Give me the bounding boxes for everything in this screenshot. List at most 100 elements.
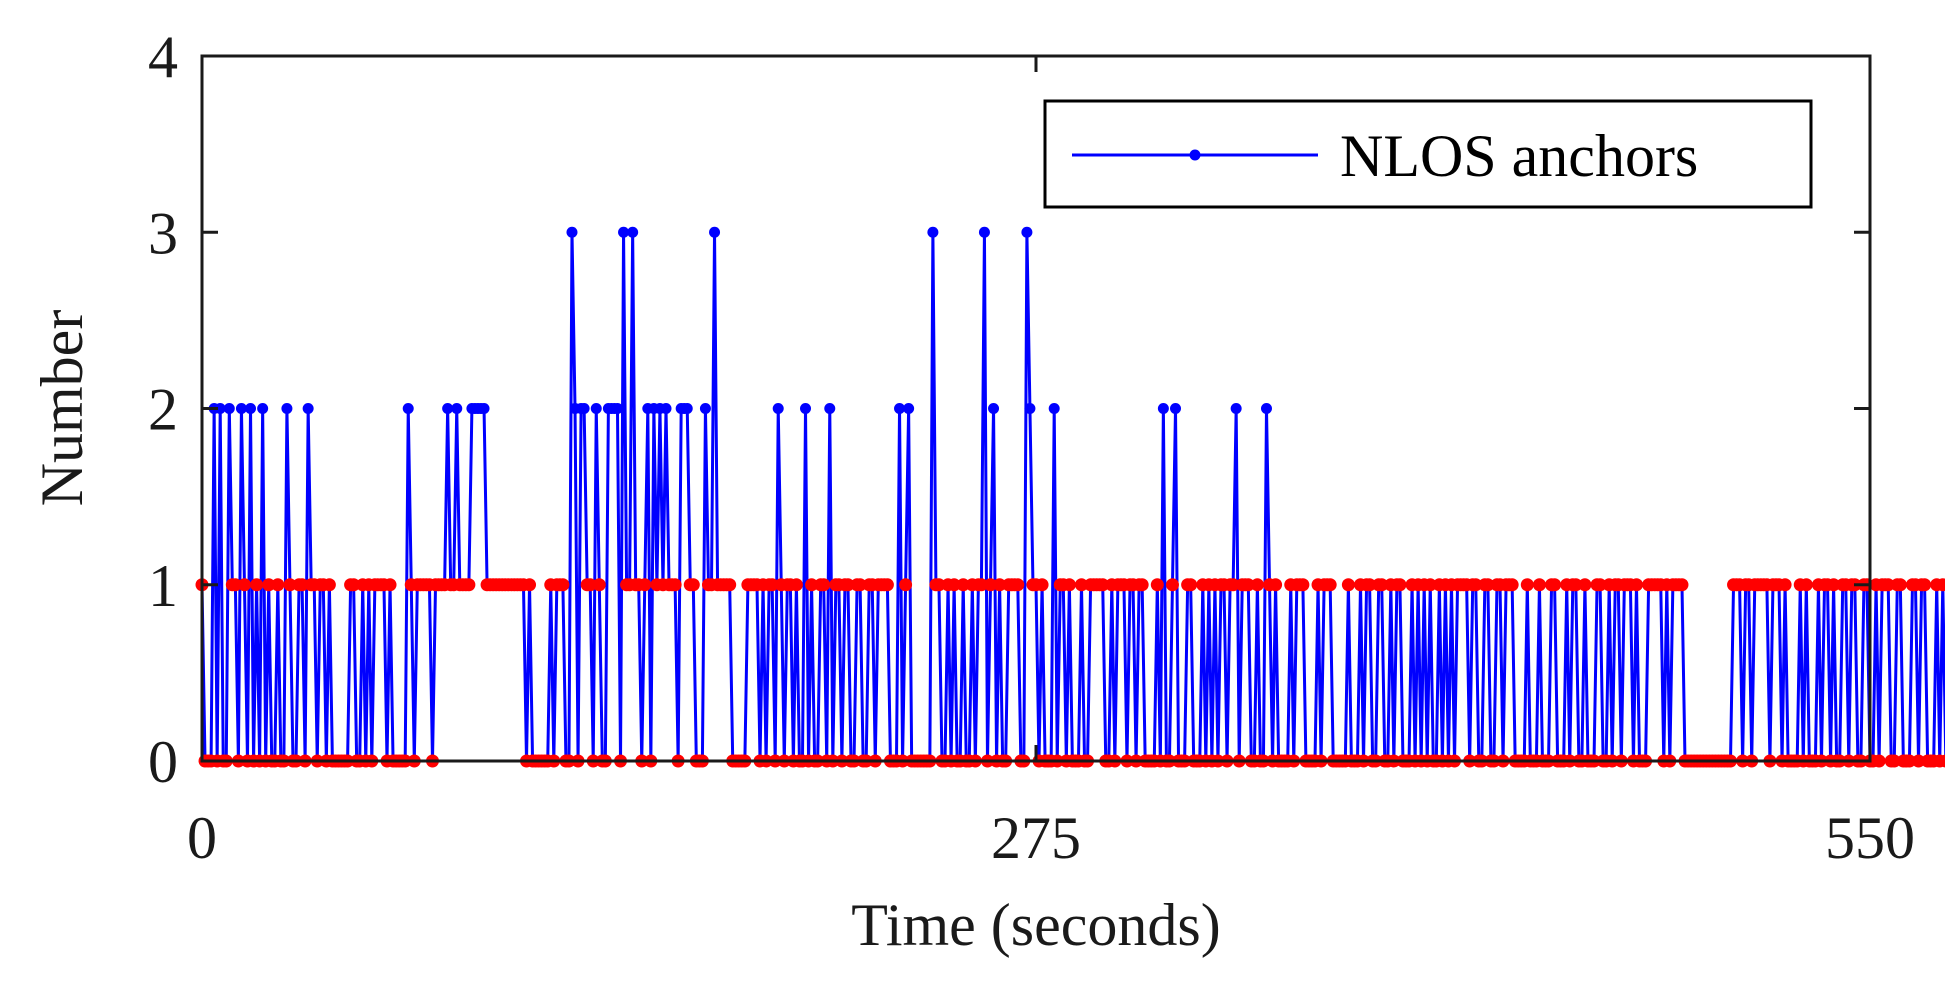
data-point-50 (347, 578, 361, 592)
legend-label-nlos-anchors: NLOS anchors (1340, 123, 1698, 189)
y-tick-label-0: 0 (148, 729, 178, 795)
data-point-217 (853, 578, 867, 592)
data-point-11 (228, 578, 242, 592)
x-tick-label-1: 275 (991, 805, 1081, 871)
data-point-160 (681, 403, 693, 414)
data-point-156 (668, 578, 682, 592)
data-point-563 (1902, 754, 1916, 768)
data-point-261 (988, 403, 1000, 414)
legend-marker-swatch (1189, 149, 1201, 161)
data-point-131 (592, 578, 606, 592)
data-point-385 (1363, 578, 1377, 592)
data-point-568 (1918, 578, 1932, 592)
data-point-93 (478, 403, 490, 414)
data-point-372 (1323, 578, 1337, 592)
x-tick-label-0: 0 (187, 805, 217, 871)
data-point-461 (1593, 578, 1607, 592)
data-point-424 (1481, 578, 1495, 592)
x-tick-label-2: 550 (1825, 805, 1915, 871)
y-tick-label-1: 1 (148, 553, 178, 619)
data-point-18 (250, 578, 264, 592)
data-point-395 (1393, 578, 1407, 592)
data-point-119 (556, 578, 570, 592)
data-point-14 (237, 578, 251, 592)
legend: NLOS anchors (1043, 99, 1813, 209)
data-point-420 (1469, 578, 1483, 592)
data-point-205 (817, 578, 831, 592)
data-point-310 (1135, 578, 1149, 592)
data-point-126 (578, 403, 590, 414)
data-point-174 (723, 578, 737, 592)
y-axis-label: Number (29, 310, 95, 507)
data-point-241 (927, 226, 939, 238)
data-point-351 (1260, 403, 1272, 414)
data-point-146 (638, 578, 652, 592)
data-point-207 (824, 403, 836, 414)
data-point-437 (1520, 578, 1534, 592)
data-point-320 (1165, 578, 1179, 592)
data-point-340 (1226, 578, 1240, 592)
data-point-243 (932, 578, 946, 592)
data-point-68 (402, 403, 414, 414)
data-point-13 (235, 403, 247, 414)
data-point-290 (1074, 578, 1088, 592)
data-point-558 (1887, 754, 1901, 768)
data-point-233 (903, 403, 915, 414)
data-point-326 (1184, 578, 1198, 592)
data-point-128 (583, 578, 597, 592)
y-tick-label-4: 4 (148, 24, 178, 90)
data-point-258 (978, 226, 990, 238)
data-point-29 (283, 578, 297, 592)
data-point-35 (302, 403, 314, 414)
data-point-22 (262, 578, 276, 592)
data-point-348 (1250, 578, 1264, 592)
data-point-363 (1296, 578, 1310, 592)
data-point-226 (880, 578, 894, 592)
marker-layer (195, 226, 1945, 768)
data-point-286 (1062, 578, 1076, 592)
y-tick-label-3: 3 (148, 200, 178, 266)
data-point-153 (660, 403, 672, 414)
y-tick-label-2: 2 (148, 377, 178, 443)
data-point-432 (1505, 578, 1519, 592)
data-point-473 (1629, 578, 1643, 592)
data-point-169 (709, 226, 721, 238)
data-point-575 (1939, 754, 1945, 768)
data-point-137 (611, 403, 623, 414)
data-point-272 (1021, 226, 1033, 238)
data-point-389 (1375, 578, 1389, 592)
data-point-16 (245, 403, 257, 414)
data-point-446 (1548, 578, 1562, 592)
data-point-354 (1269, 578, 1283, 592)
data-point-130 (590, 403, 602, 414)
data-point-553 (1872, 754, 1886, 768)
data-point-6 (214, 403, 226, 414)
data-point-33 (295, 578, 309, 592)
data-point-456 (1578, 578, 1592, 592)
data-point-232 (899, 578, 913, 592)
data-point-188 (765, 578, 779, 592)
data-point-281 (1048, 403, 1060, 414)
data-point-297 (1096, 578, 1110, 592)
data-point-166 (699, 403, 711, 414)
data-point-25 (271, 578, 285, 592)
data-point-9 (223, 403, 235, 414)
data-point-538 (1827, 578, 1841, 592)
data-point-122 (566, 226, 578, 238)
data-point-84 (451, 403, 463, 414)
data-point-162 (686, 578, 700, 592)
data-point-556 (1881, 578, 1895, 592)
data-point-378 (1341, 578, 1355, 592)
data-point-28 (281, 403, 293, 414)
data-point-190 (772, 403, 784, 414)
data-point-42 (322, 578, 336, 592)
data-point-441 (1532, 578, 1546, 592)
data-point-321 (1170, 403, 1182, 414)
data-point-277 (1035, 578, 1049, 592)
data-point-248 (947, 578, 961, 592)
data-point-317 (1157, 403, 1169, 414)
data-point-213 (841, 578, 855, 592)
data-point-260 (984, 578, 998, 592)
data-point-341 (1230, 403, 1242, 414)
